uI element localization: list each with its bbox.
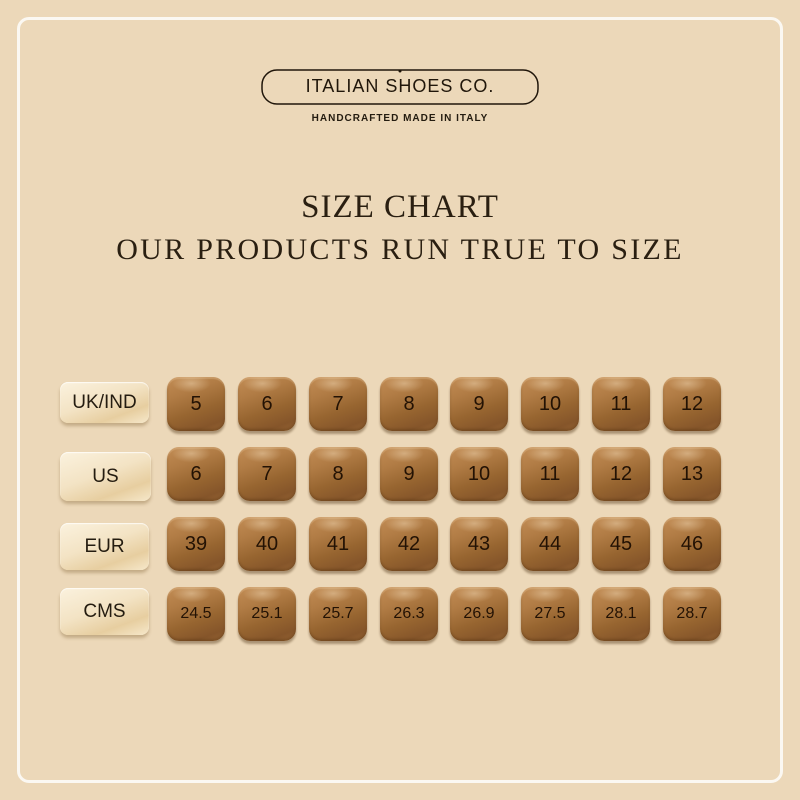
svg-text:ITALIAN SHOES CO.: ITALIAN SHOES CO. bbox=[306, 76, 495, 96]
